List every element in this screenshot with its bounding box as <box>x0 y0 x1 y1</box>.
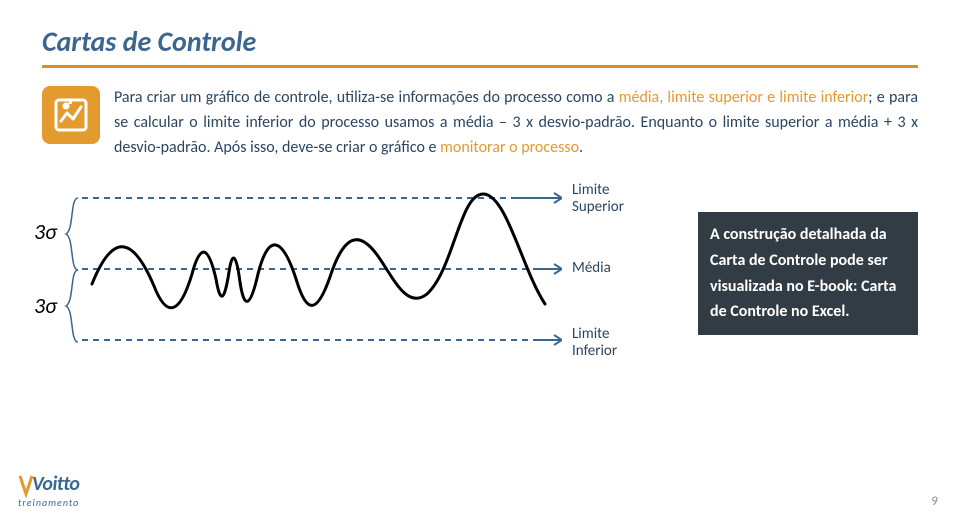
page-number: 9 <box>931 494 938 509</box>
title-block: Cartas de Controle <box>42 24 918 68</box>
icon-column <box>42 86 100 160</box>
label-arrows <box>514 193 562 345</box>
page-title: Cartas de Controle <box>42 24 918 59</box>
body-part3: . <box>579 138 583 157</box>
mean-label: Média <box>572 260 611 277</box>
body-text: Para criar um gráfico de controle, utili… <box>114 86 918 160</box>
lower-limit-label: Limite Inferior <box>572 326 617 359</box>
logo-text: Voitto <box>32 472 79 496</box>
brace-upper <box>64 196 82 272</box>
title-underline <box>42 65 918 68</box>
logo: Voitto treinamento <box>18 472 79 509</box>
callout-box: A construção detalhada da Carta de Contr… <box>698 212 918 334</box>
upper-limit-label: Limite Superior <box>572 182 624 215</box>
chart-icon-svg <box>53 97 89 133</box>
brace-lower <box>64 268 82 344</box>
chart-svg <box>82 174 562 364</box>
process-line <box>92 194 545 308</box>
body-highlight-1: média, limite superior e limite inferior <box>619 88 869 107</box>
sigma-lower-label: 3σ <box>34 292 57 319</box>
body-highlight-2: monitorar o processo <box>440 138 579 157</box>
content-row: Para criar um gráfico de controle, utili… <box>42 86 918 160</box>
chart-in-box-icon <box>42 86 100 144</box>
logo-subtext: treinamento <box>18 496 79 509</box>
body-part1: Para criar um gráfico de controle, utili… <box>114 88 619 107</box>
sigma-upper-label: 3σ <box>34 218 57 245</box>
control-chart: 3σ 3σ Limite Superior Média Limite Infer… <box>42 174 918 374</box>
